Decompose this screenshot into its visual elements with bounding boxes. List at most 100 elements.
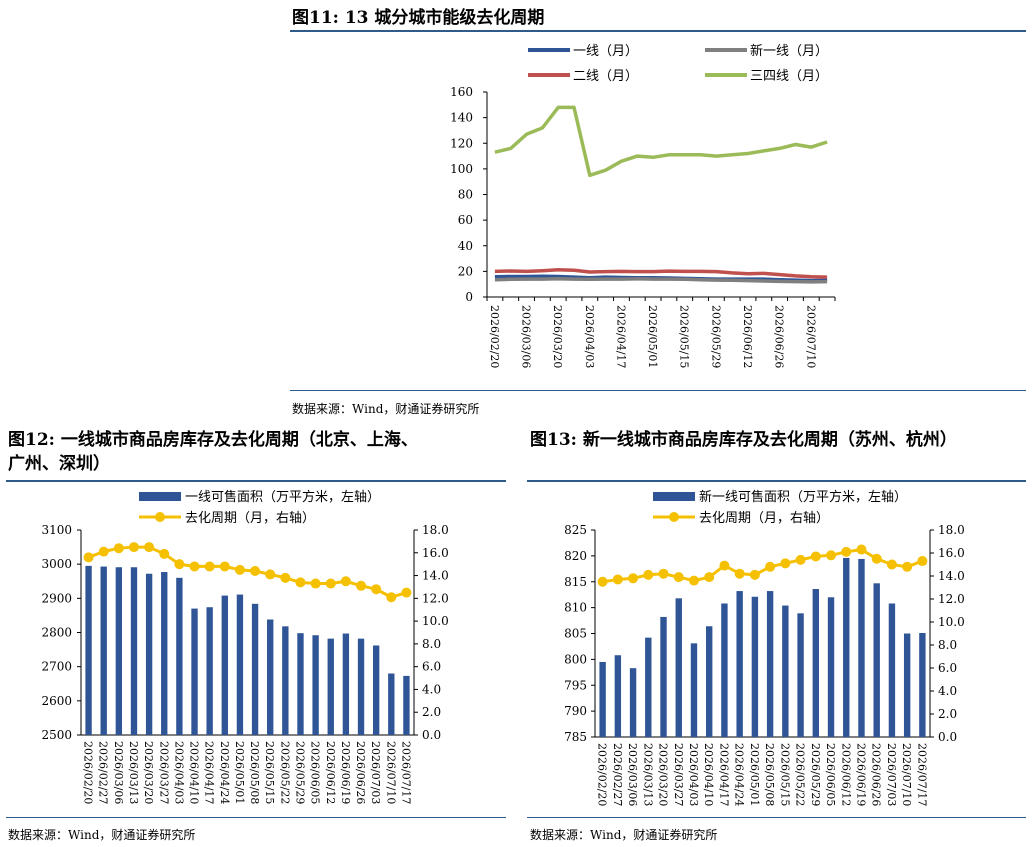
bar xyxy=(782,605,789,737)
x-tick-label: 2026/02/27 xyxy=(97,741,110,804)
y-tick-label-left: 3100 xyxy=(41,523,72,537)
bar xyxy=(251,603,259,735)
fig11-title: 图11: 13 城分城市能级去化周期 xyxy=(292,8,545,28)
x-tick-label: 2026/05/08 xyxy=(248,741,261,804)
bar xyxy=(812,588,819,737)
line-point xyxy=(597,576,608,587)
line-point xyxy=(113,543,124,554)
bar xyxy=(660,616,667,737)
y-tick-label: 120 xyxy=(450,136,473,150)
y-tick-label-right: 8.0 xyxy=(938,638,957,652)
y-tick-label: 40 xyxy=(458,239,473,253)
series-line xyxy=(88,545,407,599)
line-point xyxy=(917,556,928,567)
line-point xyxy=(765,561,776,572)
legend-swatch xyxy=(653,492,695,501)
y-tick-label-left: 820 xyxy=(564,549,587,563)
y-tick-label-left: 815 xyxy=(564,575,587,589)
fig13-chart: 新一线可售面积（万平方米，左轴） 去化周期（月，右轴） 785 790 795 800 80… xyxy=(564,489,965,806)
x-tick-label: 2026/02/20 xyxy=(82,741,95,804)
x-tick-label: 2026/07/10 xyxy=(804,305,817,368)
x-tick-label: 2026/04/10 xyxy=(702,743,715,806)
y-tick-label-right: 8.0 xyxy=(422,637,441,651)
bar xyxy=(372,645,380,735)
fig13-bottom-rule xyxy=(527,817,1026,818)
bar xyxy=(629,668,637,737)
bar xyxy=(751,596,759,737)
line-point xyxy=(871,553,882,564)
bar xyxy=(297,633,304,735)
line-point xyxy=(280,572,291,583)
y-tick-label-left: 810 xyxy=(564,601,587,615)
line-point xyxy=(386,592,397,603)
fig11-top-rule xyxy=(290,30,1026,32)
x-tick-label: 2026/03/06 xyxy=(626,743,639,806)
bar xyxy=(721,603,728,737)
x-tick-label: 2026/02/20 xyxy=(596,743,609,806)
legend-label: 去化周期（月，右轴） xyxy=(185,511,315,526)
bar xyxy=(130,567,138,735)
bar xyxy=(888,603,896,737)
line-point xyxy=(401,587,412,598)
y-tick-label-left: 805 xyxy=(564,627,587,641)
x-tick-label: 2026/07/17 xyxy=(915,743,928,806)
y-tick-label-right: 10.0 xyxy=(422,614,449,628)
y-tick-label-right: 6.0 xyxy=(422,660,441,674)
x-tick-label: 2026/05/15 xyxy=(678,305,691,368)
x-tick-label: 2026/05/15 xyxy=(778,743,791,806)
y-tick-label-right: 0.0 xyxy=(422,728,441,742)
x-tick-label: 2026/02/27 xyxy=(611,743,624,806)
line-point xyxy=(628,573,639,584)
bar xyxy=(357,638,365,735)
bar xyxy=(645,637,652,737)
bar xyxy=(873,583,880,737)
y-tick-label-left: 2800 xyxy=(41,626,72,640)
legend-marker xyxy=(669,512,679,522)
bar xyxy=(843,557,850,737)
y-tick-label-left: 2700 xyxy=(41,660,72,674)
y-tick-label-right: 14.0 xyxy=(422,569,449,583)
x-tick-label: 2026/05/01 xyxy=(748,743,761,806)
y-tick-label-left: 790 xyxy=(564,704,587,718)
bar xyxy=(919,632,926,737)
x-tick-label: 2026/03/13 xyxy=(641,743,654,806)
line-point xyxy=(826,550,837,561)
y-tick-label-left: 785 xyxy=(564,730,587,744)
bar xyxy=(115,567,123,735)
x-tick-label: 2026/06/12 xyxy=(324,741,337,804)
y-tick-label-right: 14.0 xyxy=(938,569,965,583)
bar xyxy=(403,675,410,735)
line-point xyxy=(219,561,230,572)
x-tick-label: 2026/05/29 xyxy=(709,305,722,368)
x-tick-label: 2026/03/20 xyxy=(551,305,564,368)
x-tick-label: 2026/07/10 xyxy=(900,743,913,806)
y-tick-label-left: 795 xyxy=(564,678,587,692)
line-point xyxy=(749,569,760,580)
fig13-source: 数据来源：Wind，财通证券研究所 xyxy=(530,828,718,842)
x-tick-label: 2026/05/01 xyxy=(233,741,246,804)
line-point xyxy=(265,569,276,580)
x-tick-label: 2026/03/27 xyxy=(157,741,170,804)
x-tick-label: 2026/04/24 xyxy=(733,743,746,806)
y-tick-label-right: 12.0 xyxy=(938,592,965,606)
x-tick-label: 2026/04/17 xyxy=(614,305,627,368)
x-tick-label: 2026/06/26 xyxy=(354,741,367,804)
bar xyxy=(599,661,606,737)
y-tick-label-right: 12.0 xyxy=(422,591,449,605)
x-tick-label: 2026/06/05 xyxy=(309,741,322,804)
y-tick-label-left: 2900 xyxy=(41,591,72,605)
line-point xyxy=(128,542,139,553)
y-tick-label-left: 2600 xyxy=(41,694,72,708)
x-tick-label: 2026/03/06 xyxy=(112,741,125,804)
line-point xyxy=(98,546,109,557)
y-tick-label-right: 0.0 xyxy=(938,730,957,744)
y-tick-label-right: 6.0 xyxy=(938,661,957,675)
bar xyxy=(161,572,168,735)
line-point xyxy=(704,572,715,583)
legend-label: 二线（月） xyxy=(573,69,638,84)
line-point xyxy=(658,568,669,579)
line-point xyxy=(295,577,306,588)
legend-label: 去化周期（月，右轴） xyxy=(699,511,829,526)
bar xyxy=(327,638,334,735)
x-tick-label: 2026/07/17 xyxy=(399,741,412,804)
